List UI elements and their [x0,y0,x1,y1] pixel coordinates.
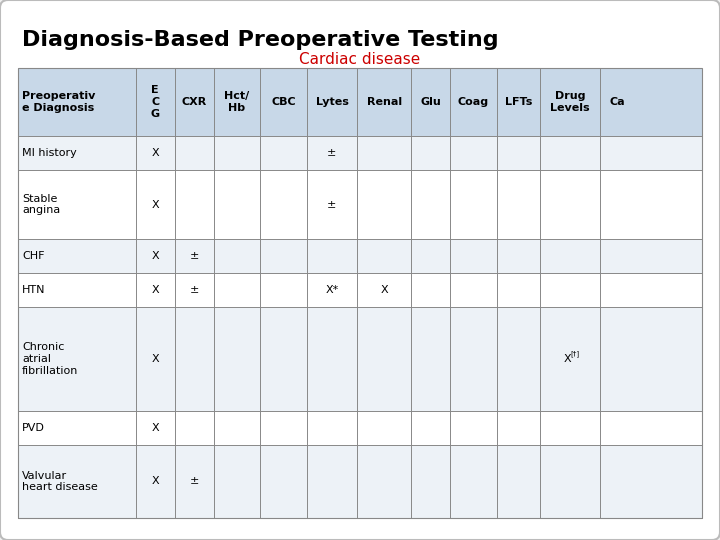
Text: ±: ± [328,148,337,158]
Text: ±: ± [328,199,337,210]
Text: Valvular
heart disease: Valvular heart disease [22,471,98,492]
Bar [18,68,702,518]
Text: X: X [380,285,388,295]
Text: Glu: Glu [420,97,441,107]
Text: E
C
G: E C G [150,85,160,119]
Text: CBC: CBC [271,97,296,107]
Text: X: X [151,148,159,158]
Text: X: X [151,423,159,433]
Text: PVD: PVD [22,423,45,433]
Text: Preoperativ
e Diagnosis: Preoperativ e Diagnosis [22,91,95,113]
Text: Chronic
atrial
fibrillation: Chronic atrial fibrillation [22,342,78,376]
Bar [18,307,702,411]
Text: X: X [151,354,159,364]
Text: Stable
angina: Stable angina [22,194,60,215]
Text: X: X [151,251,159,261]
Text: [†]: [†] [570,350,580,357]
Bar [18,136,702,170]
Text: Hct/
Hb: Hct/ Hb [224,91,250,113]
Text: CXR: CXR [181,97,207,107]
Text: Renal: Renal [366,97,402,107]
Text: ±: ± [189,476,199,487]
Bar [18,445,702,518]
Text: X: X [151,285,159,295]
Text: Drug
Levels: Drug Levels [550,91,590,113]
Bar [18,68,702,136]
Text: Cardiac disease: Cardiac disease [300,52,420,67]
Text: X: X [563,354,571,364]
Text: HTN: HTN [22,285,45,295]
Text: X*: X* [325,285,338,295]
Bar [18,273,702,307]
Text: Coag: Coag [458,97,489,107]
Text: Ca: Ca [609,97,625,107]
Bar [18,170,702,239]
Text: Lytes: Lytes [315,97,348,107]
Text: X: X [151,476,159,487]
Text: MI history: MI history [22,148,77,158]
Text: ±: ± [189,251,199,261]
Bar [18,239,702,273]
Text: CHF: CHF [22,251,45,261]
Text: X: X [151,199,159,210]
Text: ±: ± [189,285,199,295]
Text: Diagnosis-Based Preoperative Testing: Diagnosis-Based Preoperative Testing [22,30,499,50]
Text: LFTs: LFTs [505,97,532,107]
Bar [18,411,702,445]
